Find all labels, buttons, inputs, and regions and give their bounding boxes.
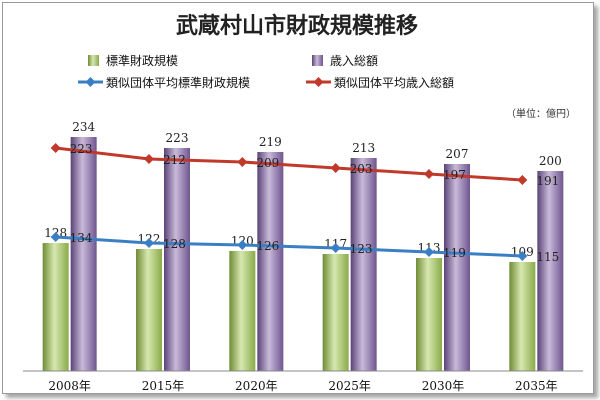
chart-svg: 武蔵村山市財政規模推移 標準財政規模 歳入総額 類似団体平均標準財政規模 類似団… [23, 13, 583, 393]
legend-swatch-similar-standard-marker [85, 77, 96, 87]
marker-similar-revenue-3 [330, 163, 341, 173]
marker-similar-standard-1 [144, 238, 154, 248]
line-label-similar-revenue-4: 197 [443, 168, 466, 182]
bar-revenue-1 [164, 148, 190, 371]
bar-label-revenue-0: 234 [72, 120, 95, 134]
bar-revenue-5 [537, 171, 564, 371]
bar-label-revenue-5: 200 [539, 154, 562, 168]
chart-title: 武蔵村山市財政規模推移 [176, 13, 418, 39]
bar-label-revenue-2: 219 [259, 135, 282, 149]
bar-revenue-0 [70, 137, 97, 371]
bar-revenue-2 [257, 152, 284, 371]
legend-swatch-standard-bar [88, 55, 99, 66]
bar-standard-4 [416, 258, 442, 371]
marker-similar-standard-3 [330, 243, 341, 253]
line-label-similar-standard-3: 123 [350, 242, 373, 256]
marker-similar-standard-4 [424, 247, 434, 257]
legend-swatch-similar-revenue-marker [313, 77, 324, 87]
line-similar-revenue [55, 146, 523, 182]
line-label-similar-standard-4: 119 [443, 246, 466, 260]
x-tick-label-2: 2020年 [235, 379, 278, 393]
bar-label-revenue-1: 223 [166, 131, 189, 145]
bar-standard-2 [229, 251, 256, 371]
line-label-similar-standard-2: 126 [256, 239, 279, 253]
bar-standard-5 [509, 262, 536, 371]
line-label-similar-standard-0: 134 [70, 231, 93, 245]
legend-label-standard: 標準財政規模 [106, 53, 178, 68]
plot-area: 1281221201171131092342232192132072001341… [42, 120, 564, 393]
line-similar-standard [55, 235, 523, 258]
chart-frame: 武蔵村山市財政規模推移 標準財政規模 歳入総額 類似団体平均標準財政規模 類似団… [2, 2, 594, 394]
marker-similar-revenue-5 [517, 175, 528, 185]
bar-standard-3 [322, 254, 349, 371]
marker-similar-revenue-1 [144, 154, 154, 164]
bar-label-revenue-4: 207 [446, 147, 469, 161]
line-label-similar-revenue-2: 209 [256, 156, 279, 170]
line-label-similar-revenue-0: 223 [70, 142, 93, 156]
line-label-similar-revenue-3: 203 [350, 162, 373, 176]
bar-standard-0 [42, 243, 69, 371]
marker-similar-revenue-2 [237, 157, 248, 167]
line-label-similar-standard-5: 115 [536, 250, 559, 264]
marker-similar-revenue-4 [424, 169, 434, 179]
x-tick-label-1: 2015年 [142, 379, 185, 393]
x-tick-label-0: 2008年 [48, 379, 91, 393]
marker-similar-revenue-0 [50, 143, 61, 153]
legend-label-similar-revenue: 類似団体平均歳入総額 [334, 76, 454, 90]
marker-similar-standard-5 [517, 251, 528, 261]
x-tick-label-5: 2035年 [515, 379, 558, 393]
bar-revenue-3 [350, 158, 377, 371]
bar-label-revenue-3: 213 [352, 141, 375, 155]
marker-similar-standard-0 [50, 232, 61, 242]
unit-note: （単位：億円） [506, 107, 576, 120]
x-tick-label-4: 2030年 [422, 379, 465, 393]
legend-label-similar-standard: 類似団体平均標準財政規模 [106, 75, 250, 90]
marker-similar-standard-2 [237, 240, 248, 250]
legend-swatch-revenue-bar [312, 55, 323, 66]
line-label-similar-revenue-5: 191 [536, 174, 559, 188]
line-label-similar-standard-1: 128 [163, 237, 186, 251]
bar-revenue-4 [444, 164, 470, 371]
legend: 標準財政規模 歳入総額 類似団体平均標準財政規模 類似団体平均歳入総額 [78, 53, 454, 90]
x-tick-label-3: 2025年 [328, 379, 371, 393]
legend-label-revenue: 歳入総額 [330, 54, 378, 68]
line-label-similar-revenue-1: 212 [163, 153, 186, 167]
bar-standard-1 [136, 249, 162, 371]
